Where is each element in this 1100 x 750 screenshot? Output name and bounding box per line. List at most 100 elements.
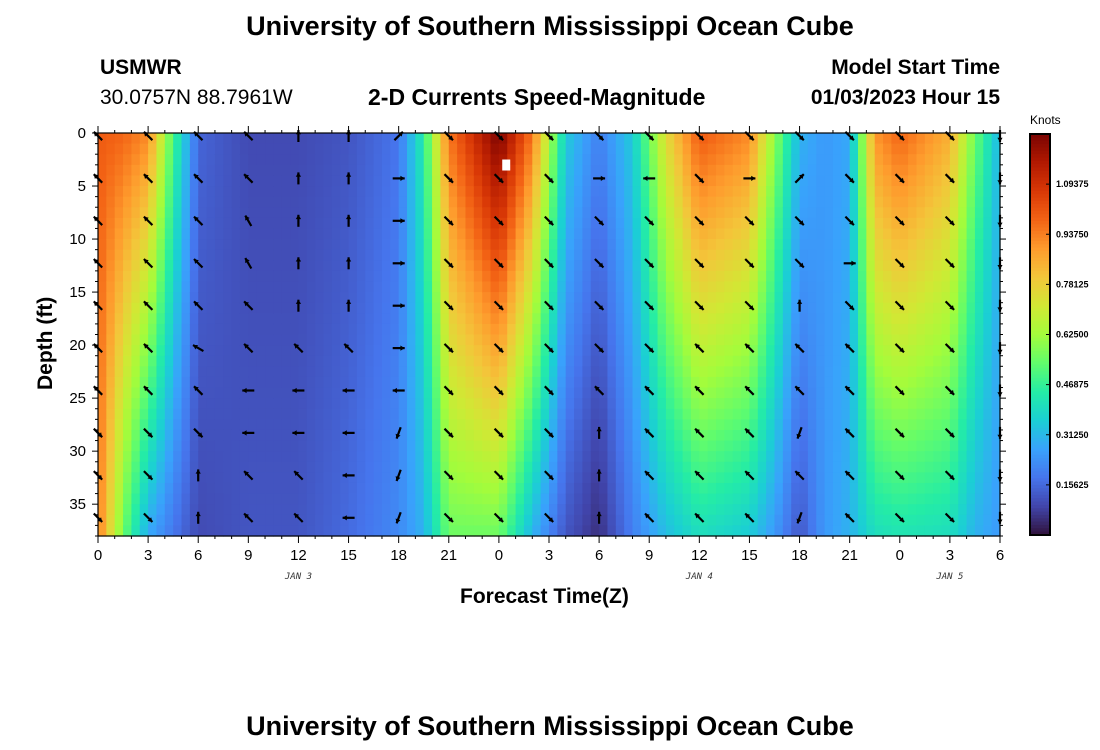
heatmap-cell: [223, 345, 233, 357]
heatmap-cell: [649, 451, 659, 463]
heatmap-cell: [306, 207, 316, 219]
heatmap-cell: [381, 493, 391, 505]
heatmap-cell: [473, 398, 483, 410]
heatmap-cell: [490, 207, 500, 219]
heatmap-cell: [807, 313, 817, 325]
heatmap-cell: [766, 493, 776, 505]
heatmap-cell: [256, 154, 266, 166]
heatmap-cell: [891, 429, 901, 442]
heatmap-cell: [290, 186, 300, 198]
heatmap-cell: [139, 292, 149, 304]
heatmap-cell: [173, 514, 183, 526]
heatmap-cell: [365, 207, 375, 219]
current-vector-arrow: [594, 215, 605, 226]
heatmap-cell: [624, 334, 634, 346]
heatmap-cell: [716, 186, 725, 198]
x-axis-label: Forecast Time(Z): [460, 585, 629, 608]
heatmap-cell: [223, 387, 233, 399]
heatmap-cell: [390, 525, 400, 537]
heatmap-cell: [98, 429, 107, 442]
heatmap-cell: [323, 302, 333, 314]
heatmap-cell: [849, 408, 859, 420]
heatmap-cell: [206, 260, 216, 272]
colorbar-segment: [1030, 404, 1050, 409]
heatmap-cell: [273, 398, 283, 410]
heatmap-cell: [365, 366, 375, 378]
heatmap-cell: [557, 239, 567, 251]
colorbar-segment: [1030, 204, 1050, 209]
heatmap-cell: [131, 440, 141, 452]
heatmap-cell: [716, 408, 725, 420]
colorbar-tick-label: 0.93750: [1056, 229, 1089, 239]
heatmap-cell: [206, 292, 216, 304]
heatmap-cell: [557, 186, 567, 198]
heatmap-cell: [315, 154, 325, 166]
heatmap-cell: [624, 398, 634, 410]
heatmap-cell: [123, 493, 133, 505]
heatmap-cell: [148, 429, 158, 442]
heatmap-cell: [615, 345, 625, 357]
current-vector-arrow: [243, 173, 254, 184]
heatmap-cell: [908, 260, 918, 272]
heatmap-cell: [448, 292, 458, 304]
heatmap-cell: [173, 493, 183, 505]
heatmap-cell: [189, 472, 199, 484]
heatmap-cell: [849, 260, 859, 272]
heatmap-cell: [615, 451, 625, 463]
heatmap-cell: [933, 302, 943, 314]
heatmap-cell: [924, 355, 934, 367]
heatmap-cell: [891, 292, 901, 304]
heatmap-cell: [874, 302, 884, 314]
heatmap-cell: [983, 133, 993, 145]
heatmap-cell: [991, 440, 1001, 452]
heatmap-cell: [632, 260, 642, 272]
heatmap-cell: [281, 376, 291, 389]
heatmap-cell: [632, 451, 642, 463]
heatmap-cell: [139, 217, 149, 230]
heatmap-cell: [423, 302, 433, 314]
heatmap-cell: [883, 440, 893, 452]
heatmap-cell: [407, 154, 416, 166]
heatmap-cell: [423, 482, 433, 495]
heatmap-cell: [348, 376, 358, 389]
colorbar-segment: [1030, 408, 1050, 412]
heatmap-cell: [582, 334, 592, 346]
heatmap-cell: [331, 440, 341, 452]
heatmap-cell: [239, 482, 249, 495]
colorbar-segment: [1030, 190, 1050, 195]
heatmap-cell: [858, 334, 867, 346]
heatmap-cell: [189, 228, 199, 240]
heatmap-cell: [306, 355, 316, 367]
heatmap-cell: [189, 419, 199, 431]
heatmap-cell: [98, 239, 107, 251]
heatmap-cell: [540, 525, 550, 537]
heatmap-cell: [565, 355, 575, 367]
heatmap-cell: [966, 398, 976, 410]
heatmap-cell: [440, 217, 450, 230]
heatmap-cell: [908, 398, 918, 410]
current-vector-arrow: [242, 387, 255, 394]
heatmap-cell: [365, 345, 375, 357]
heatmap-cell: [281, 249, 291, 261]
heatmap-cell: [607, 408, 617, 420]
heatmap-cell: [432, 461, 442, 473]
heatmap-cell: [774, 175, 784, 187]
heatmap-cell: [657, 345, 667, 357]
heatmap-cell: [139, 270, 149, 283]
heatmap-cell: [198, 260, 208, 272]
heatmap-cell: [407, 514, 416, 526]
heatmap-cell: [156, 334, 166, 346]
heatmap-cell: [265, 451, 274, 463]
heatmap-cell: [473, 154, 483, 166]
heatmap-cell: [757, 376, 767, 389]
heatmap-cell: [832, 302, 842, 314]
heatmap-cell: [549, 186, 558, 198]
heatmap-cell: [757, 175, 767, 187]
heatmap-cell: [716, 461, 725, 473]
heatmap-cell: [164, 186, 174, 198]
heatmap-cell: [356, 482, 366, 495]
heatmap-cell: [423, 133, 433, 145]
heatmap-cell: [782, 175, 792, 187]
heatmap-cell: [98, 451, 107, 463]
heatmap-cell: [774, 429, 784, 442]
